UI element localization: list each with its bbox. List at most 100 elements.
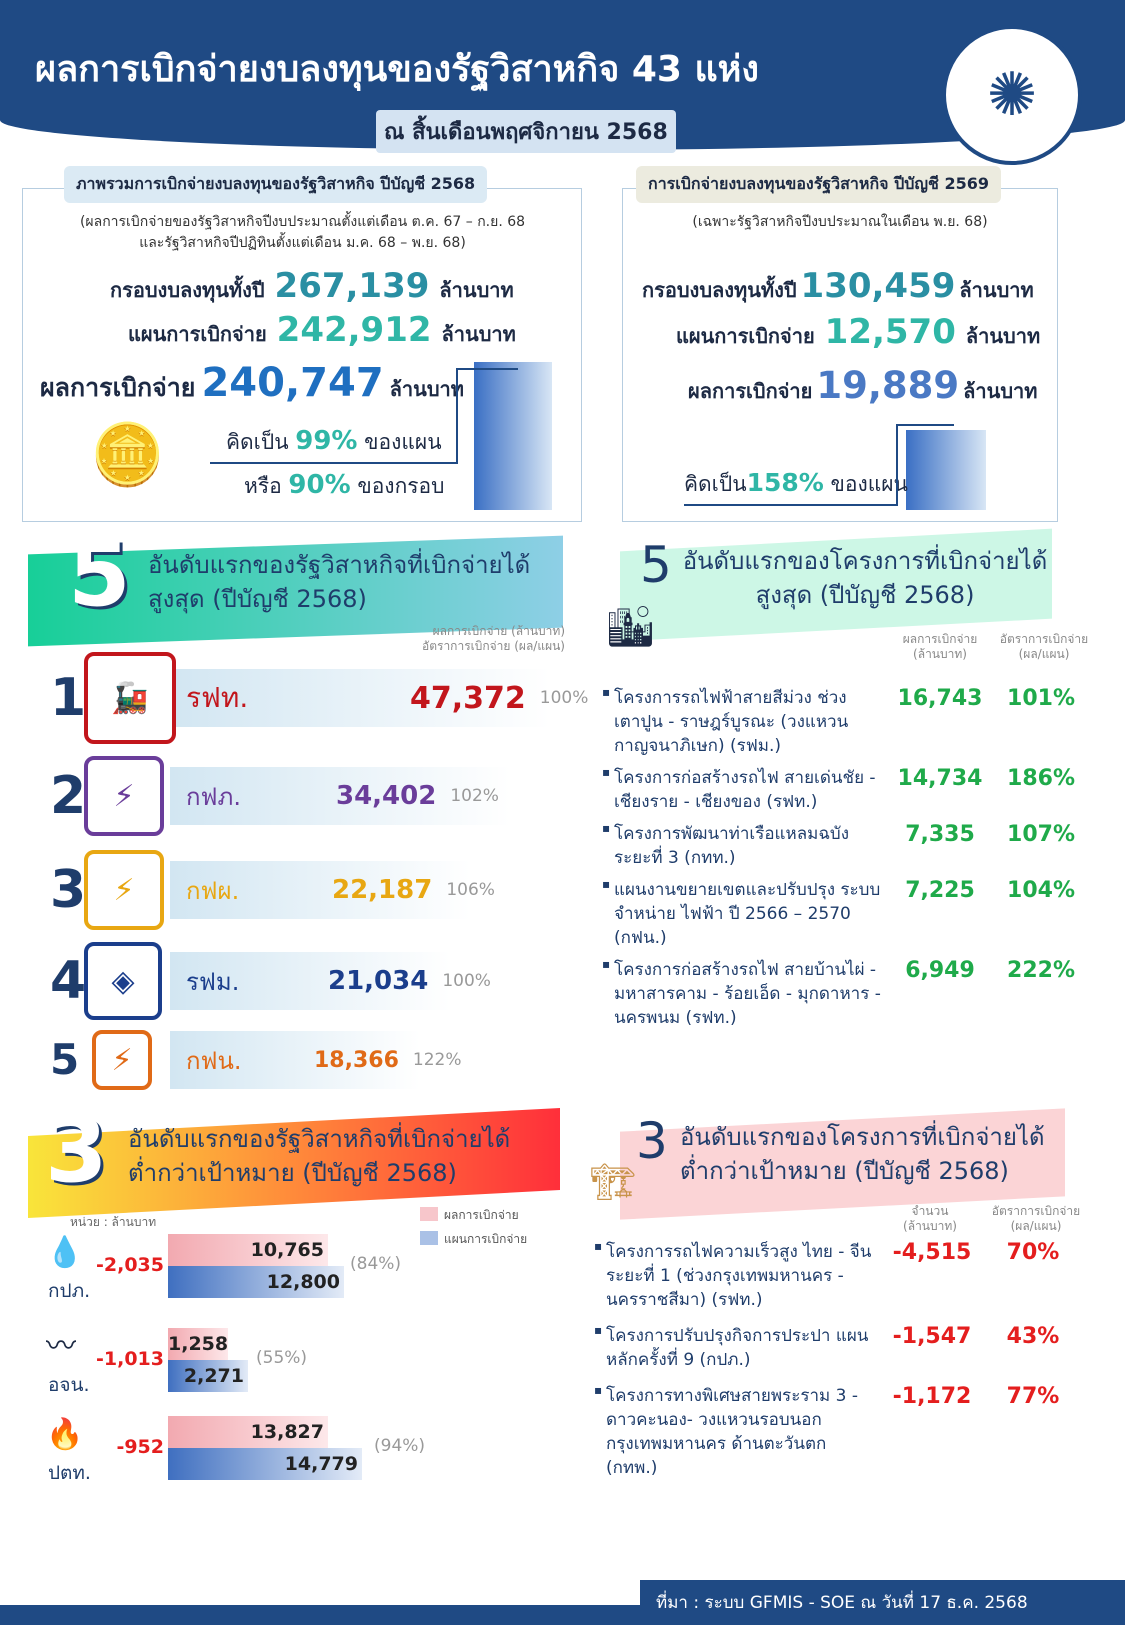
bottom3-projects-number: 3 bbox=[636, 1112, 668, 1170]
col-header: ผลการเบิกจ่าย (ล้านบาท) bbox=[432, 624, 565, 638]
text: ของแผน bbox=[830, 472, 908, 496]
heading-line: อันดับแรกของโครงการที่เบิกจ่ายได้ bbox=[680, 1123, 1045, 1151]
page-title: ผลการเบิกจ่ายงบลงทุนของรัฐวิสาหกิจ 43 แห… bbox=[35, 49, 759, 90]
col-header: อัตราการเบิกจ่าย (ผล/แผน) bbox=[422, 639, 565, 653]
pct-value: 158% bbox=[746, 468, 824, 497]
pct-value: (55%) bbox=[256, 1348, 308, 1368]
plan-label: แผนการเบิกจ่าย bbox=[128, 322, 267, 346]
plan-bar: 14,779 bbox=[168, 1448, 362, 1480]
soe-name: รฟท. bbox=[186, 681, 249, 714]
connector-line bbox=[210, 462, 458, 464]
result-value: 1,258 bbox=[168, 1333, 229, 1355]
soe-row: กฟภ. 34,402 102% bbox=[186, 776, 499, 816]
soe-rank: 5 bbox=[50, 1035, 80, 1084]
connector-line bbox=[896, 424, 954, 426]
bottom3-projects-list: โครงการรถไฟความเร็วสูง ไทย - จีน ระยะที่… bbox=[592, 1234, 1092, 1480]
page-subtitle: ณ สิ้นเดือนพฤศจิกายน 2568 bbox=[376, 110, 676, 153]
budget-row: กรอบงบลงทุนทั้งปี 267,139 ล้านบาท bbox=[110, 266, 514, 306]
heading-line: อันดับแรกของรัฐวิสาหกิจที่เบิกจ่ายได้ bbox=[128, 1125, 511, 1153]
project-value: 7,335 bbox=[905, 822, 975, 847]
soe-pct: 106% bbox=[446, 880, 495, 900]
text: ของแผน bbox=[364, 430, 442, 454]
plan-row: แผนการเบิกจ่าย 242,912 ล้านบาท bbox=[128, 310, 516, 350]
top5-projects-list: โครงการรถไฟฟ้าสายสีม่วง ช่วงเตาปูน - ราษ… bbox=[600, 680, 1100, 1030]
soe-pct: 122% bbox=[412, 1050, 462, 1070]
budget-label: กรอบงบลงทุนทั้งปี bbox=[642, 278, 797, 302]
soe-logo-icon: ⚡ bbox=[84, 756, 164, 836]
soe-row: รฟม. 21,034 100% bbox=[186, 961, 491, 1001]
col-header: อัตราการเบิกจ่าย (ผล/แผน) bbox=[994, 632, 1094, 662]
top5-projects-heading: อันดับแรกของโครงการที่เบิกจ่ายได้ สูงสุด … bbox=[680, 544, 1050, 612]
soe-logo-icon: 💧 bbox=[46, 1235, 84, 1270]
soe-logo-icon: ⚡ bbox=[92, 1030, 152, 1090]
project-pct: 43% bbox=[1006, 1324, 1060, 1349]
project-item: โครงการรถไฟฟ้าสายสีม่วง ช่วงเตาปูน - ราษ… bbox=[602, 680, 884, 758]
soe-rank: 4 bbox=[50, 951, 87, 1011]
col-header: อัตราการเบิกจ่าย bbox=[999, 632, 1089, 646]
soe-name: กฟภ. bbox=[186, 782, 241, 811]
legend-plan: แผนการเบิกจ่าย bbox=[444, 1232, 528, 1246]
soe-name: ปตท. bbox=[48, 1462, 91, 1484]
plan-value: 12,800 bbox=[266, 1271, 340, 1293]
shortfall-value: -952 bbox=[116, 1436, 164, 1458]
project-value: 7,225 bbox=[905, 878, 975, 903]
unit: ล้านบาท bbox=[389, 377, 464, 401]
pct-of-frame: หรือ 90% ของกรอบ bbox=[244, 470, 445, 503]
unit: ล้านบาท bbox=[963, 379, 1038, 403]
result-bar: 1,258 bbox=[168, 1328, 228, 1360]
result-row: ผลการเบิกจ่าย 240,747 ล้านบาท bbox=[40, 360, 464, 408]
soe-logo-icon: ⚡ bbox=[84, 850, 164, 930]
plan-value: 14,779 bbox=[284, 1453, 358, 1475]
result-value: 13,827 bbox=[250, 1421, 324, 1443]
soe-row: กฟน. 18,366 122% bbox=[186, 1040, 462, 1080]
project-item: แผนงานขยายเขตและปรับปรุง ระบบจำหน่าย ไฟฟ… bbox=[602, 872, 884, 950]
project-row: โครงการพัฒนาท่าเรือแหลมฉบัง ระยะที่ 3 (ก… bbox=[600, 816, 1100, 870]
soe-name: กปภ. bbox=[48, 1280, 91, 1302]
top5-soe-col-header: ผลการเบิกจ่าย (ล้านบาท) อัตราการเบิกจ่าย … bbox=[380, 624, 565, 654]
result-label: ผลการเบิกจ่าย bbox=[688, 379, 813, 403]
project-row: แผนงานขยายเขตและปรับปรุง ระบบจำหน่าย ไฟฟ… bbox=[600, 872, 1100, 950]
connector-line bbox=[456, 368, 458, 464]
heading-line: ต่ำกว่าเป้าหมาย (ปีบัญชี 2568) bbox=[680, 1157, 1009, 1185]
bottom3-soe-number: 3 bbox=[45, 1098, 108, 1203]
overview-2568-note: (ผลการเบิกจ่ายของรัฐวิสาหกิจปีงบประมาณตั… bbox=[30, 212, 575, 254]
project-row: โครงการรถไฟความเร็วสูง ไทย - จีน ระยะที่… bbox=[592, 1234, 1092, 1312]
heading-line: สูงสุด (ปีบัญชี 2568) bbox=[148, 585, 367, 613]
budget-row: กรอบงบลงทุนทั้งปี 130,459 ล้านบาท bbox=[642, 266, 1034, 306]
pct-of-plan: คิดเป็น 99% ของแผน bbox=[226, 426, 442, 459]
col-header: ผลการเบิกจ่าย bbox=[902, 632, 978, 646]
soe-row: รฟท. 47,372 100% bbox=[186, 678, 588, 718]
soe-name: กฟผ. bbox=[186, 876, 240, 905]
pct-value: (94%) bbox=[374, 1436, 426, 1456]
top5-soe-number: 5 bbox=[68, 522, 131, 627]
note-line: (ผลการเบิกจ่ายของรัฐวิสาหกิจปีงบประมาณตั… bbox=[79, 214, 526, 230]
text: ของกรอบ bbox=[357, 474, 445, 498]
overview-2568-title: ภาพรวมการเบิกจ่ายงบลงทุนของรัฐวิสาหกิจ ป… bbox=[64, 166, 488, 203]
construction-icon: 🏗 bbox=[590, 1162, 636, 1203]
soe-rank: 3 bbox=[50, 860, 87, 920]
soe-rank: 2 bbox=[50, 766, 87, 826]
project-pct: 107% bbox=[1007, 822, 1075, 847]
col-header: อัตราการเบิกจ่าย (ผล/แผน) bbox=[986, 1204, 1086, 1234]
unit-note: หน่วย : ล้านบาท bbox=[70, 1215, 157, 1229]
soe-value: 18,366 bbox=[314, 1047, 399, 1073]
plan-row: แผนการเบิกจ่าย 12,570 ล้านบาท bbox=[676, 312, 1040, 352]
top5-projects-number: 5 bbox=[640, 536, 672, 594]
connector-line bbox=[456, 368, 518, 370]
pct-frame-value: 90% bbox=[288, 470, 351, 500]
soe-pct: 100% bbox=[539, 688, 589, 708]
legend-swatch-plan bbox=[420, 1231, 438, 1245]
result-value: 240,747 bbox=[201, 360, 384, 406]
project-row: โครงการก่อสร้างรถไฟ สายเด่นชัย - เชียงรา… bbox=[600, 760, 1100, 814]
result-value: 19,889 bbox=[816, 364, 960, 407]
soe-row: กฟผ. 22,187 106% bbox=[186, 870, 495, 910]
soe-name: กฟน. bbox=[186, 1046, 242, 1075]
soe-logo-icon: 🚂 bbox=[84, 652, 176, 744]
project-item: โครงการก่อสร้างรถไฟ สายเด่นชัย - เชียงรา… bbox=[602, 760, 884, 814]
project-pct: 222% bbox=[1007, 958, 1075, 983]
text: หรือ bbox=[244, 474, 282, 498]
col-header: จำนวน (ล้านบาท) bbox=[880, 1204, 980, 1234]
project-pct: 104% bbox=[1007, 878, 1075, 903]
project-row: โครงการปรับปรุงกิจการประปา แผนหลักครั้งท… bbox=[592, 1318, 1092, 1372]
budget-label: กรอบงบลงทุนทั้งปี bbox=[110, 278, 265, 302]
